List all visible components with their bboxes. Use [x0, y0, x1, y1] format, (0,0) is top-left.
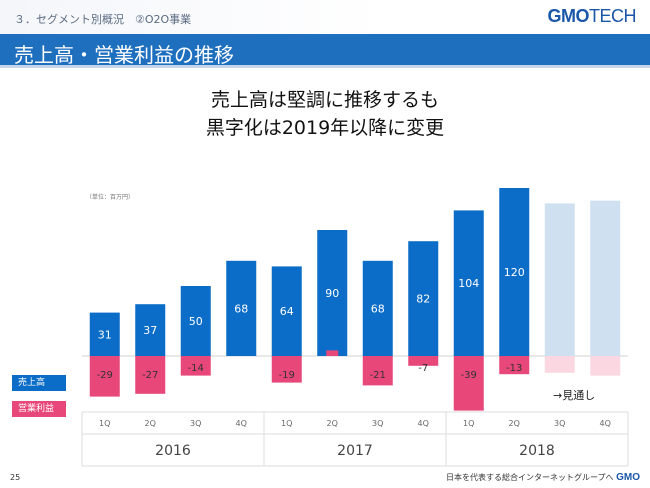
section-label: ３．セグメント別概況 ②O2O事業	[14, 13, 192, 26]
quarter-tick-label: 3Q	[372, 419, 383, 428]
profit-bar	[135, 356, 166, 394]
sales-data-label: 120	[504, 266, 525, 279]
profit-data-label: -14	[188, 363, 204, 374]
quarter-tick-label: 1Q	[463, 419, 474, 428]
profit-data-label: -21	[370, 370, 386, 381]
sales-bar	[453, 210, 484, 356]
sales-data-label: 68	[371, 302, 385, 315]
year-label: 2018	[519, 443, 555, 459]
sales-data-label: 90	[325, 287, 339, 300]
footer-tagline: 日本を代表する総合インターネットグループへ GMO	[446, 472, 640, 483]
year-label: 2017	[337, 443, 373, 459]
quarter-tick-label: 2Q	[145, 419, 156, 428]
sales-data-label: 82	[416, 293, 430, 306]
headline-line-1: 売上高は堅調に推移するも	[210, 89, 439, 111]
quarter-tick-label: 3Q	[554, 419, 565, 428]
sales-bar	[408, 241, 439, 356]
quarter-tick-label: 1Q	[99, 419, 110, 428]
quarter-tick-label: 2Q	[327, 419, 338, 428]
page-title: 売上高・営業利益の推移	[14, 43, 234, 67]
sales-data-label: 50	[189, 315, 203, 328]
sales-bar	[544, 203, 575, 356]
headline-line-2: 黒字化は2019年以降に変更	[205, 117, 445, 139]
profit-bar	[362, 356, 393, 386]
legend-sales: 売上高	[12, 375, 66, 391]
sales-bar	[135, 304, 166, 356]
sales-bar	[271, 266, 302, 356]
footer-tagline-text: 日本を代表する総合インターネットグループへ	[446, 473, 614, 482]
legend-profit: 営業利益	[12, 401, 66, 417]
sales-data-label: 37	[143, 324, 157, 337]
headline: 売上高は堅調に推移するも 黒字化は2019年以降に変更	[0, 86, 650, 142]
sales-data-label: 104	[458, 277, 479, 290]
quarter-tick-label: 2Q	[509, 419, 520, 428]
year-label: 2016	[155, 443, 191, 459]
quarter-tick-label: 4Q	[236, 419, 247, 428]
sales-bar	[89, 312, 120, 356]
profit-bar	[89, 356, 120, 397]
quarter-tick-label: 4Q	[600, 419, 611, 428]
sales-profit-chart: 31 -29 1Q 37 -27 2Q 50 -14 3Q 68 4Q 64 -19 1Q 90 2Q 68 -2…	[81, 188, 629, 467]
page-number: 25	[10, 473, 21, 482]
sales-bar	[226, 260, 257, 356]
logo-tech: TECH	[589, 6, 637, 26]
sales-bar	[590, 200, 621, 356]
sales-data-label: 64	[280, 305, 294, 318]
profit-bar	[590, 356, 621, 376]
profit-data-label: -39	[461, 370, 477, 381]
profit-data-label: -29	[97, 370, 113, 381]
forecast-label: →見通し	[553, 389, 596, 402]
sales-bar	[180, 286, 211, 356]
quarter-tick-label: 4Q	[418, 419, 429, 428]
profit-bar	[180, 356, 211, 376]
quarter-tick-label: 3Q	[190, 419, 201, 428]
sales-data-label: 31	[98, 328, 112, 341]
profit-data-label: -7	[418, 363, 428, 374]
profit-bar	[271, 356, 302, 383]
profit-bar	[499, 356, 530, 375]
quarter-tick-label: 1Q	[281, 419, 292, 428]
unit-label: （単位：百万円）	[86, 194, 135, 201]
top-bar: ３．セグメント別概況 ②O2O事業 GMOTECH	[0, 0, 650, 34]
gmo-tech-logo: GMOTECH	[548, 6, 637, 27]
profit-data-label: -19	[279, 370, 295, 381]
sales-bar	[317, 230, 348, 356]
profit-data-label: -13	[506, 363, 522, 374]
profit-bar	[326, 350, 339, 356]
profit-bar	[544, 356, 575, 373]
sales-bar	[499, 188, 530, 356]
title-bar: 売上高・営業利益の推移	[0, 34, 650, 68]
logo-gmo: GMO	[547, 6, 590, 26]
sales-bar	[362, 260, 393, 356]
sales-data-label: 68	[234, 302, 248, 315]
profit-bar	[453, 356, 484, 411]
profit-bar	[408, 356, 439, 366]
footer-logo: GMO	[616, 472, 640, 483]
profit-data-label: -27	[142, 370, 158, 381]
footer: 25 日本を代表する総合インターネットグループへ GMO	[0, 470, 650, 488]
